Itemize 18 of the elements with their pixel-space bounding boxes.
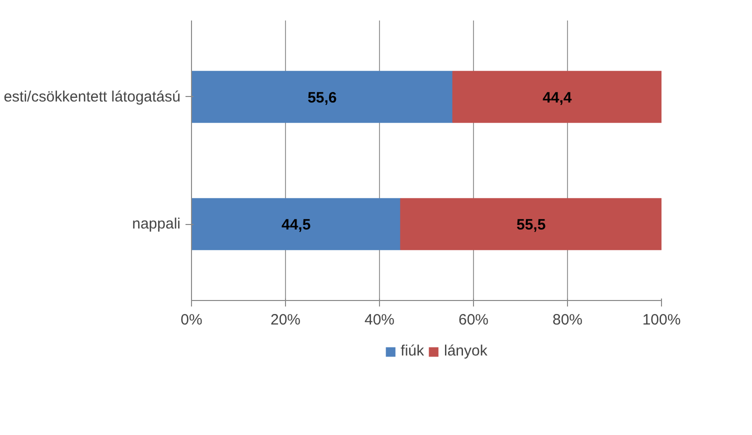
legend-label: fiúk <box>400 342 424 360</box>
bar <box>192 198 402 250</box>
x-tick-label: 80% <box>552 312 583 328</box>
bar <box>452 70 662 123</box>
bar <box>400 198 662 250</box>
data-label: 44,5 <box>281 216 311 234</box>
y-tick-label: nappali <box>132 216 181 233</box>
data-label: 55,6 <box>308 89 337 106</box>
x-tick-label: 60% <box>458 312 489 328</box>
y-tick-label: esti/csökkentett látogatású <box>4 88 181 106</box>
x-tick-label: 20% <box>270 312 301 328</box>
bar <box>192 70 454 123</box>
x-tick-label: 0% <box>180 312 202 328</box>
x-tick-label: 100% <box>642 312 681 328</box>
x-tick-label: 40% <box>364 312 395 328</box>
legend-label: lányok <box>444 342 488 360</box>
data-label: 55,5 <box>516 216 546 234</box>
data-label: 44,4 <box>542 89 572 106</box>
